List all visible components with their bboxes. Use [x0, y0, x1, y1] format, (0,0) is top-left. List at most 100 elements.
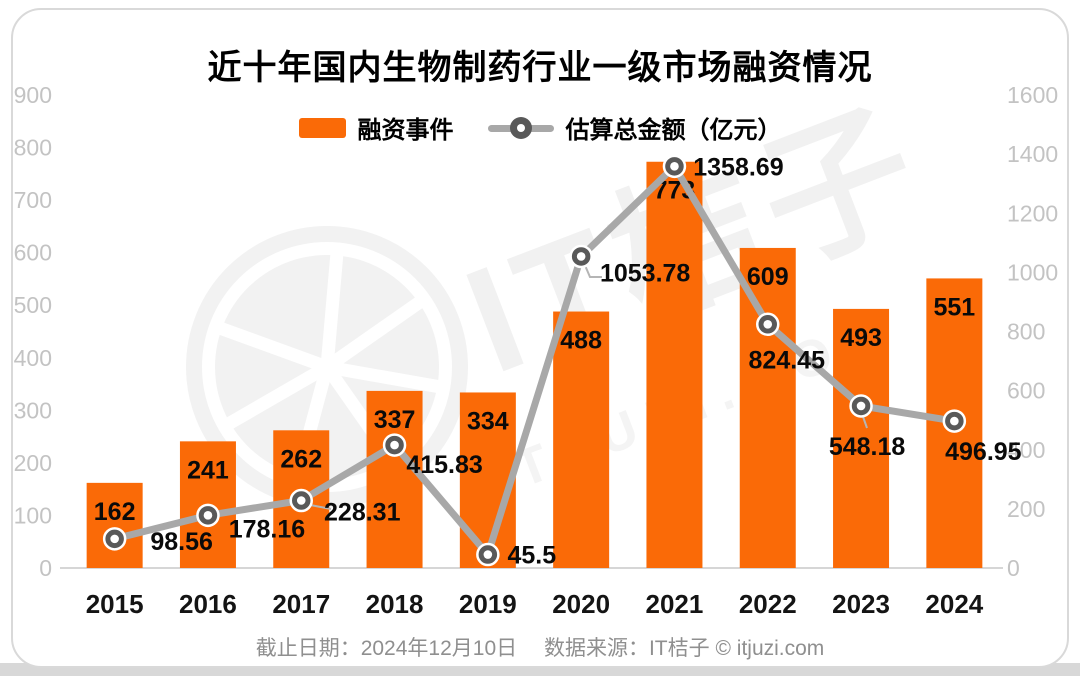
bar-2020	[553, 311, 610, 568]
marker-hole	[576, 252, 586, 261]
bar-series-swatch	[298, 117, 346, 138]
line-marker-2020	[569, 244, 593, 269]
line-value-label: 1053.78	[600, 259, 690, 287]
x-axis-label: 2017	[272, 589, 330, 619]
left-axis-tick-label: 900	[14, 82, 52, 108]
line-marker-2021	[662, 154, 687, 179]
left-axis-tick-label: 100	[14, 502, 52, 528]
line-value-label: 1358.69	[693, 153, 783, 181]
left-axis-tick-label: 700	[14, 187, 52, 213]
bar-2021	[646, 161, 703, 569]
bar-value-label: 493	[840, 324, 882, 352]
left-axis-tick-label: 200	[14, 450, 52, 476]
line-value-label: 415.83	[406, 451, 482, 479]
citrus-wheel-segment-gap	[212, 319, 330, 374]
bar-2018	[366, 390, 423, 568]
bar-2023	[833, 308, 890, 568]
line-marker-2024	[942, 409, 967, 433]
line-series	[111, 162, 958, 559]
marker-hole	[390, 440, 399, 450]
footer-note: 截止日期：2024年12月10日 数据来源：IT桔子 © itjuzi.com	[255, 637, 825, 660]
citrus-wheel-segment-gap	[323, 292, 430, 373]
line-marker-2016	[196, 503, 220, 528]
line-marker-2015	[102, 527, 127, 551]
right-axis-tick-label: 600	[1007, 378, 1045, 404]
citrus-wheel-segment-gap	[320, 246, 344, 368]
bar-value-label: 488	[560, 327, 602, 355]
line-markers-group	[102, 154, 967, 567]
left-axis-tick-label: 300	[14, 397, 52, 423]
marker-hole	[950, 416, 959, 426]
x-axis-label: 2024	[925, 589, 983, 619]
marker-hole	[670, 162, 679, 171]
x-axis-label: 2019	[459, 589, 517, 619]
marker-hole	[203, 511, 213, 520]
right-axis-tick-label: 1000	[1007, 259, 1058, 285]
bar-value-label: 609	[747, 263, 789, 291]
label-leader-line	[583, 262, 602, 278]
legend-item-bar: 融资事件	[298, 110, 454, 145]
citrus-wheel-center	[321, 361, 333, 373]
marker-hole	[763, 319, 773, 329]
right-axis-tick-label: 800	[1007, 319, 1045, 345]
legend-bar-label: 融资事件	[357, 117, 454, 144]
bar-2022	[739, 247, 796, 569]
x-axis-label: 2021	[646, 589, 704, 619]
bar-2019	[459, 392, 516, 568]
right-axis-tick-label: 1600	[1007, 82, 1058, 108]
marker-hole	[296, 496, 306, 505]
marker-hole	[110, 534, 119, 544]
x-axis-label: 2016	[179, 589, 237, 619]
line-marker-2019	[476, 542, 500, 567]
right-axis-tick-label: 400	[1007, 437, 1045, 463]
bar-value-label: 337	[374, 406, 416, 434]
axis-ticks: 0 100 200 300 400 500 600 700 800 900 0 200 400 600 80…	[14, 82, 1059, 581]
right-axis-tick-label: 200	[1007, 496, 1045, 522]
citrus-wheel-segment-gap	[325, 360, 447, 395]
line-value-label: 228.31	[324, 499, 401, 527]
marker-hole	[856, 401, 866, 411]
line-value-label: 45.5	[508, 542, 557, 570]
chart-title: 近十年国内生物制药行业一级市场融资情况	[207, 49, 873, 87]
line-marker-icon	[509, 116, 532, 139]
line-marker-2023	[849, 394, 873, 418]
bar-2015	[86, 482, 143, 568]
left-axis-tick-label: 600	[14, 240, 52, 266]
left-axis-tick-label: 500	[14, 292, 52, 318]
left-axis-tick-label: 800	[14, 135, 52, 161]
x-axis-label: 2018	[366, 589, 424, 619]
bar-value-label: 551	[933, 293, 975, 321]
line-value-label: 98.56	[150, 528, 213, 556]
x-axis-label: 2022	[739, 589, 797, 619]
line-marker-2018	[382, 433, 407, 457]
marker-hole	[483, 550, 493, 559]
bar-value-label: 334	[467, 407, 509, 435]
line-value-label: 178.16	[229, 515, 305, 543]
line-marker-2017	[289, 488, 313, 513]
bar-value-label: 241	[187, 456, 229, 484]
legend-item-line: 估算总金额（亿元）	[487, 110, 782, 145]
x-axis-label: 2023	[832, 589, 890, 619]
chart-legend: 融资事件 估算总金额（亿元）	[0, 110, 1080, 145]
line-value-label: 824.45	[749, 346, 826, 374]
legend-line-label: 估算总金额（亿元）	[565, 117, 782, 144]
bar-value-label: 262	[280, 445, 322, 473]
left-axis-tick-label: 400	[14, 345, 52, 371]
citrus-wheel-segment-gap	[219, 361, 331, 433]
x-axis-label: 2015	[86, 589, 144, 619]
line-value-label: 548.18	[829, 433, 906, 461]
x-axis-label: 2020	[552, 589, 610, 619]
right-axis-tick-label: 1200	[1007, 200, 1058, 226]
line-marker-2022	[756, 312, 780, 337]
right-axis-tick-label: 0	[1007, 555, 1020, 581]
right-axis-tick-label: 1400	[1007, 141, 1058, 167]
bar-value-label: 162	[94, 498, 136, 526]
left-axis-tick-label: 0	[39, 555, 52, 581]
line-value-label: 496.95	[945, 438, 1022, 466]
x-axis-labels-group: 2015 2016 2017 2018 2019 2020 2021 2022 2023 2024	[86, 589, 984, 619]
line-series-swatch	[487, 116, 554, 139]
